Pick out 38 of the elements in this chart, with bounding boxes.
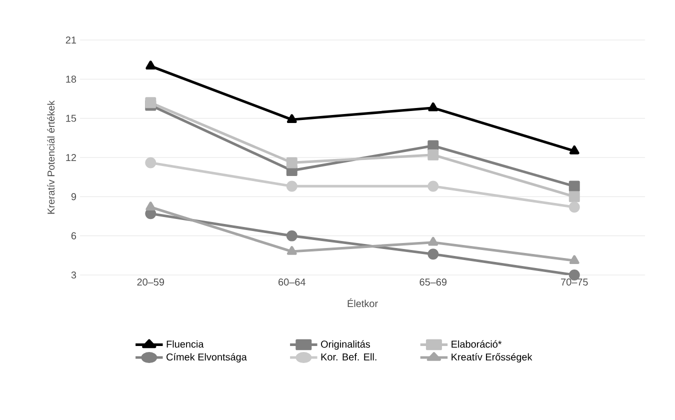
point — [428, 236, 438, 246]
x-tick-label: 70–75 — [561, 278, 588, 286]
y-tick-label: 6 — [71, 232, 76, 240]
point — [569, 255, 580, 264]
point — [146, 202, 156, 210]
point — [568, 191, 580, 202]
x-axis-title: Életkor — [348, 298, 378, 308]
y-tick-label: 15 — [66, 114, 76, 122]
point — [145, 157, 156, 168]
y-tick-label: 21 — [66, 36, 76, 44]
point — [286, 246, 297, 255]
point — [146, 60, 156, 70]
legend-label: Kreatív Erősségek — [452, 353, 532, 362]
y-tick-label: 9 — [71, 193, 76, 200]
legend-label: Címek Elvontsága — [166, 353, 247, 362]
point — [428, 248, 439, 260]
point — [286, 157, 298, 168]
y-tick-label: 18 — [66, 76, 76, 83]
legend-label: Elaboráció* — [452, 340, 502, 348]
y-axis-title: Kreratív Potenciál értékek — [47, 100, 55, 214]
point — [569, 145, 580, 154]
point — [568, 180, 580, 192]
legend-label: Fluencia — [166, 340, 204, 348]
point — [428, 102, 438, 112]
point — [428, 149, 439, 160]
x-tick-label: 20–59 — [137, 278, 164, 286]
legend-label: Kor. Bef. Ell. — [321, 353, 376, 360]
point — [568, 202, 580, 213]
x-tick-label: 65–69 — [420, 278, 447, 286]
y-tick-label: 12 — [66, 154, 76, 161]
point — [286, 230, 298, 242]
y-tick-label: 3 — [71, 271, 76, 279]
point — [286, 114, 297, 124]
x-tick-label: 60–64 — [278, 278, 306, 286]
point — [145, 97, 156, 108]
legend-label: Originalitás — [321, 340, 370, 350]
point — [286, 180, 298, 192]
point — [428, 180, 439, 192]
